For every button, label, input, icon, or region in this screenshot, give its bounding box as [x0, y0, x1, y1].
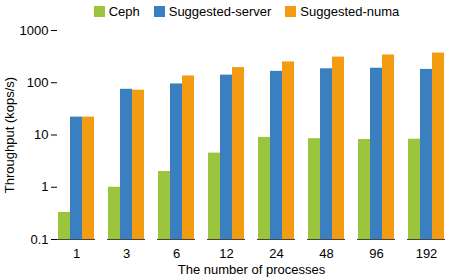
svg-text:1000: 1000 — [20, 23, 49, 38]
html-text:Suggested-numa: Suggested-numa — [300, 3, 400, 19]
svg-text:The number of processes: The number of processes — [178, 262, 326, 277]
html-text:Ceph: Ceph — [108, 3, 140, 19]
svg-text:10: 10 — [34, 127, 48, 142]
svg-text:12: 12 — [219, 246, 233, 261]
svg-text:48: 48 — [319, 246, 333, 261]
svg-text:100: 100 — [27, 75, 49, 90]
svg-text:Throughput (kops/s): Throughput (kops/s) — [2, 77, 17, 193]
svg-text:1: 1 — [41, 179, 48, 194]
svg-text:96: 96 — [369, 246, 383, 261]
svg-text:3: 3 — [123, 246, 130, 261]
svg-text:24: 24 — [269, 246, 283, 261]
html-text:Suggested-server: Suggested-server — [168, 3, 272, 19]
svg-text:1: 1 — [73, 246, 80, 261]
svg-text:0.1: 0.1 — [30, 232, 48, 247]
svg-text:192: 192 — [416, 246, 438, 261]
svg-text:6: 6 — [173, 246, 180, 261]
